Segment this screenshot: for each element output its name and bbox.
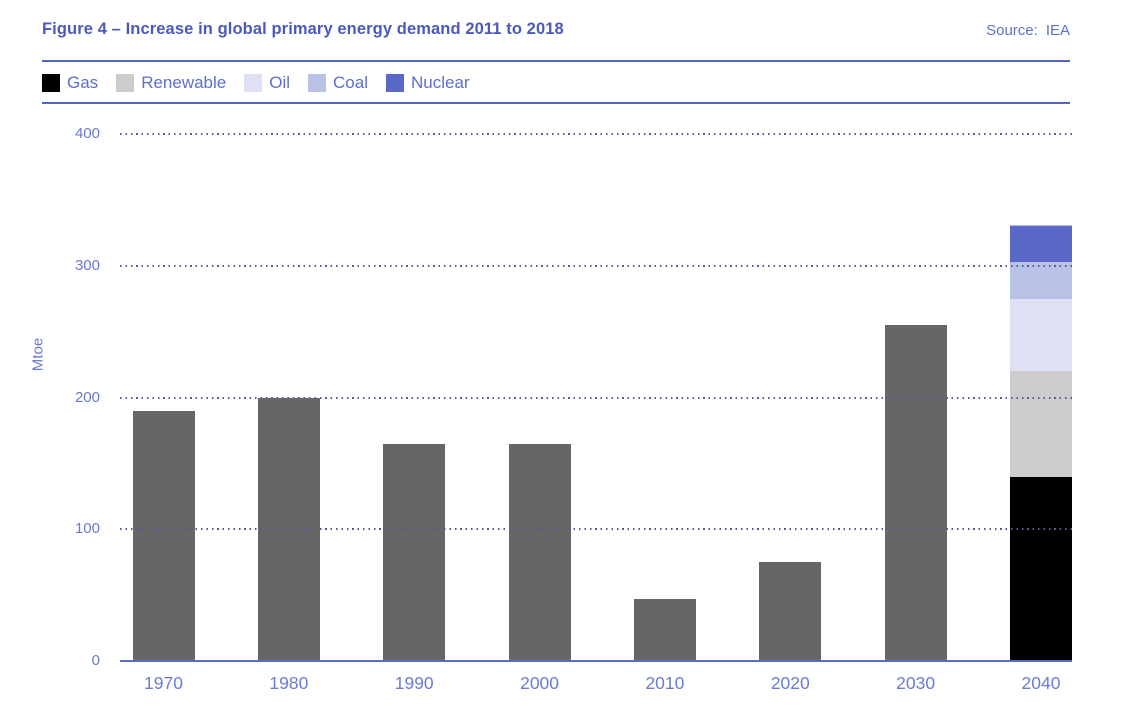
x-axis-tick-labels: 1970 1980 1990 2000 2010 2020 2030 2040 — [120, 673, 1072, 697]
x-tick-2030: 2030 — [896, 673, 936, 693]
legend-swatch-gas — [42, 74, 60, 92]
legend-swatch-renewable — [116, 74, 135, 92]
legend-swatch-oil — [244, 74, 263, 92]
bar-1970-total — [132, 410, 195, 661]
bar-2010-total — [633, 599, 696, 661]
source-value: IEA — [1045, 22, 1070, 39]
y-tick-400: 400 — [74, 125, 100, 142]
x-tick-1980: 1980 — [269, 673, 309, 693]
legend-item-renewable: Renewable — [116, 73, 226, 93]
divider-under-title — [42, 60, 1070, 62]
y-axis-title: Mtoe — [29, 337, 47, 372]
x-tick-1970: 1970 — [144, 673, 183, 693]
y-tick-200: 200 — [74, 388, 100, 406]
gridline-400 — [120, 133, 1072, 135]
y-tick-300: 300 — [74, 256, 100, 274]
legend-item-oil: Oil — [244, 73, 290, 93]
legend-label-nuclear: Nuclear — [411, 73, 470, 92]
legend-item-nuclear: Nuclear — [386, 73, 470, 93]
plot-area — [120, 133, 1072, 662]
bar-2000-total — [508, 443, 571, 661]
source-prefix: Source: — [986, 22, 1038, 39]
bar-2040-coal — [1009, 261, 1072, 299]
x-tick-1990: 1990 — [394, 673, 434, 693]
x-axis-line — [120, 660, 1072, 662]
source-label: Source: IEA — [986, 22, 1070, 39]
bar-2040-renewable — [1009, 371, 1072, 477]
x-tick-2020: 2020 — [770, 673, 810, 693]
legend-item-gas: Gas — [42, 73, 98, 93]
gridline-200 — [120, 396, 1072, 399]
bar-2020-total — [759, 562, 822, 661]
legend-swatch-nuclear — [386, 74, 404, 92]
legend-label-oil: Oil — [269, 73, 291, 92]
legend-label-coal: Coal — [333, 73, 368, 92]
bar-2030-total — [884, 325, 947, 661]
y-tick-0: 0 — [91, 652, 100, 669]
figure-title: Figure 4 – Increase in global primary en… — [42, 20, 564, 38]
divider-under-legend — [42, 102, 1070, 104]
bar-2040-nuclear — [1009, 226, 1072, 262]
x-tick-2000: 2000 — [520, 673, 560, 693]
gridline-300 — [120, 264, 1072, 267]
legend-swatch-coal — [308, 74, 327, 92]
y-axis-tick-labels: 400 300 200 100 0 — [58, 125, 100, 669]
bar-2040-oil — [1009, 298, 1072, 372]
x-tick-2010: 2010 — [645, 673, 685, 693]
y-tick-100: 100 — [74, 520, 100, 538]
legend-label-gas: Gas — [67, 73, 99, 92]
bar-1990-total — [383, 443, 446, 661]
bar-2040-gas — [1009, 476, 1072, 661]
chart-legend: Gas Renewable Oil Coal Nuclear — [42, 73, 470, 93]
legend-item-coal: Coal — [308, 73, 368, 93]
legend-label-renewable: Renewable — [141, 73, 227, 92]
x-tick-2040: 2040 — [1021, 673, 1061, 693]
gridline-100 — [120, 528, 1072, 531]
